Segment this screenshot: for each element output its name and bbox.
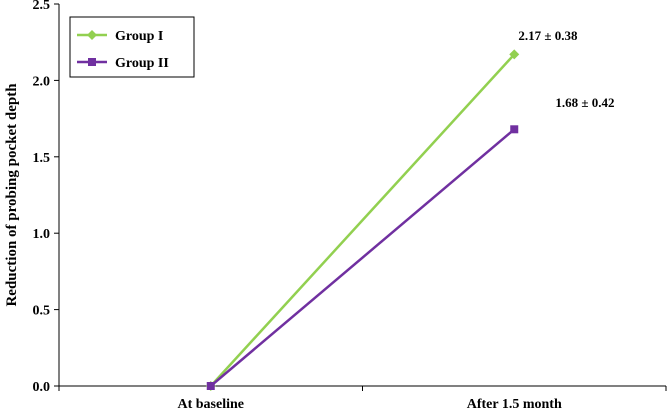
y-tick-label: 1.5 <box>33 151 51 166</box>
y-axis-ticks: 0.0 0.5 1.0 1.5 2.0 2.5 <box>33 0 59 395</box>
x-axis-ticks: At baseline After 1.5 month <box>58 386 667 412</box>
series-layer <box>205 49 520 391</box>
y-tick-label: 2.0 <box>33 74 51 89</box>
data-point-group-2 <box>206 382 215 390</box>
x-tick-label: After 1.5 month <box>467 397 562 412</box>
legend-label-group-1: Group I <box>115 29 163 44</box>
annotation-group-2: 1.68 ± 0.42 <box>555 95 614 110</box>
legend-marker-group-1 <box>87 30 97 40</box>
series-line-group-2 <box>209 128 516 387</box>
data-point-group-1 <box>509 49 520 60</box>
y-tick-label: 0.5 <box>33 304 51 319</box>
legend-label-group-2: Group II <box>115 56 169 71</box>
x-tick-label: At baseline <box>178 397 245 412</box>
data-point-group-2 <box>510 125 519 134</box>
annotation-group-1: 2.17 ± 0.38 <box>518 28 578 43</box>
y-axis-title: Reduction of probing pocket depth <box>4 83 20 307</box>
legend: Group I Group II <box>69 16 195 78</box>
series-line-group-1 <box>209 53 516 387</box>
y-tick-label: 2.5 <box>33 0 51 13</box>
legend-box <box>69 16 195 78</box>
legend-marker-group-2 <box>88 58 96 66</box>
y-tick-label: 1.0 <box>33 227 51 242</box>
y-tick-label: 0.0 <box>33 380 51 395</box>
